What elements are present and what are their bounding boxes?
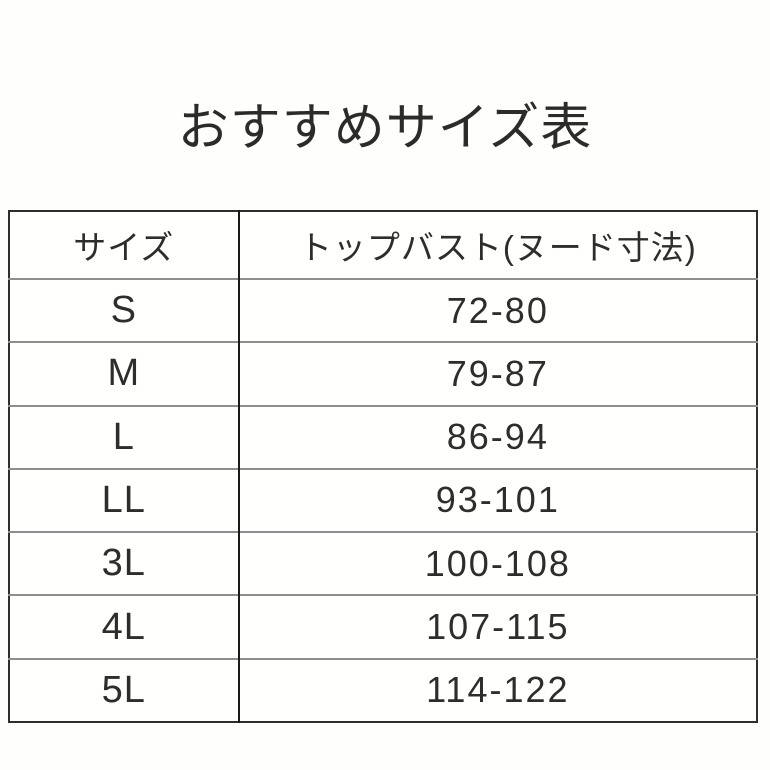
bust-cell: 72-80 [237, 277, 757, 343]
bust-cell: 114-122 [237, 657, 757, 722]
header-cell-bust: トップバスト(ヌード寸法) [237, 211, 757, 279]
header-cell-size: サイズ [73, 229, 175, 266]
table-row: L 86-94 [9, 404, 757, 469]
header-row: サイズ トップバスト(ヌード寸法) [9, 211, 757, 279]
size-chart-table: サイズ トップバスト(ヌード寸法) S 72-80 M 79-87 L 86-9… [8, 210, 758, 723]
size-cell: 5L [9, 657, 239, 722]
table-row: M 79-87 [9, 341, 757, 406]
bust-cell: 93-101 [237, 467, 757, 533]
size-cell: L [9, 404, 239, 469]
table-row: 4L 107-115 [9, 594, 757, 659]
bust-cell: 79-87 [237, 341, 757, 406]
size-cell: LL [9, 467, 239, 533]
size-cell: 4L [9, 594, 239, 659]
bust-cell: 86-94 [237, 404, 757, 469]
size-chart-table-container: サイズ トップバスト(ヌード寸法) S 72-80 M 79-87 L 86-9… [8, 210, 758, 723]
page-title: おすすめサイズ表 [177, 99, 593, 156]
bust-cell: 107-115 [237, 594, 757, 659]
size-cell: S [9, 277, 239, 343]
size-cell: M [9, 341, 239, 406]
table-row: 5L 114-122 [9, 657, 757, 722]
table-row: 3L 100-108 [9, 531, 757, 596]
table-row: LL 93-101 [9, 467, 757, 533]
table-row: S 72-80 [9, 277, 757, 343]
size-cell: 3L [9, 531, 239, 596]
bust-cell: 100-108 [237, 531, 757, 596]
